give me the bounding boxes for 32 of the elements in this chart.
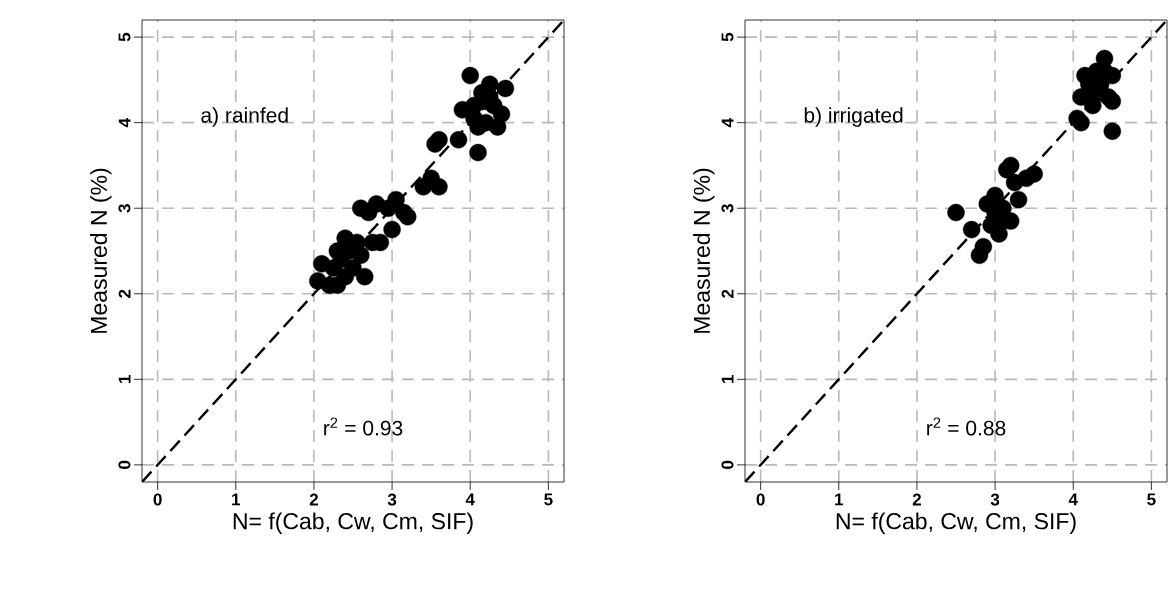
- y-tick-label: 5: [721, 32, 734, 42]
- y-tick-label: 3: [118, 204, 131, 213]
- x-tick-label: 5: [544, 493, 553, 506]
- y-tick-label: 4: [118, 118, 131, 128]
- x-tick-label: 4: [1068, 493, 1078, 506]
- x-tick-label: 3: [387, 493, 397, 506]
- x-tick-label: 0: [153, 493, 162, 506]
- x-tick-label: 0: [756, 493, 765, 506]
- x-tick-label: 5: [1147, 493, 1156, 506]
- y-axis-title: Measured N (%): [90, 168, 112, 333]
- annotation: r$^{2}$ = 0.93: [324, 417, 403, 436]
- y-tick-label: 5: [118, 32, 131, 42]
- x-tick-label: 4: [465, 493, 475, 506]
- y-tick-label: 1: [118, 375, 131, 383]
- annotation: r$^{2}$ = 0.88: [927, 417, 1006, 436]
- x-tick-label: 2: [912, 493, 921, 506]
- x-tick-label: 3: [990, 493, 1000, 506]
- y-axis-title: Measured N (%): [693, 168, 715, 333]
- x-tick-label: 1: [835, 493, 844, 506]
- annotation: a) rainfed: [201, 107, 288, 127]
- y-tick-label: 0: [118, 460, 131, 469]
- y-tick-label: 3: [721, 204, 734, 213]
- annotation: b) irrigated: [804, 107, 903, 127]
- y-tick-label: 2: [118, 289, 131, 298]
- x-axis-title: N= f(Cab, Cw, Cm, SIF): [233, 512, 473, 534]
- y-tick-label: 1: [721, 375, 734, 383]
- x-axis-title: N= f(Cab, Cw, Cm, SIF): [836, 512, 1076, 534]
- y-tick-label: 2: [721, 289, 734, 298]
- x-tick-label: 1: [232, 493, 241, 506]
- x-tick-label: 2: [309, 493, 318, 506]
- y-tick-label: 4: [721, 118, 734, 128]
- y-tick-label: 0: [721, 460, 734, 469]
